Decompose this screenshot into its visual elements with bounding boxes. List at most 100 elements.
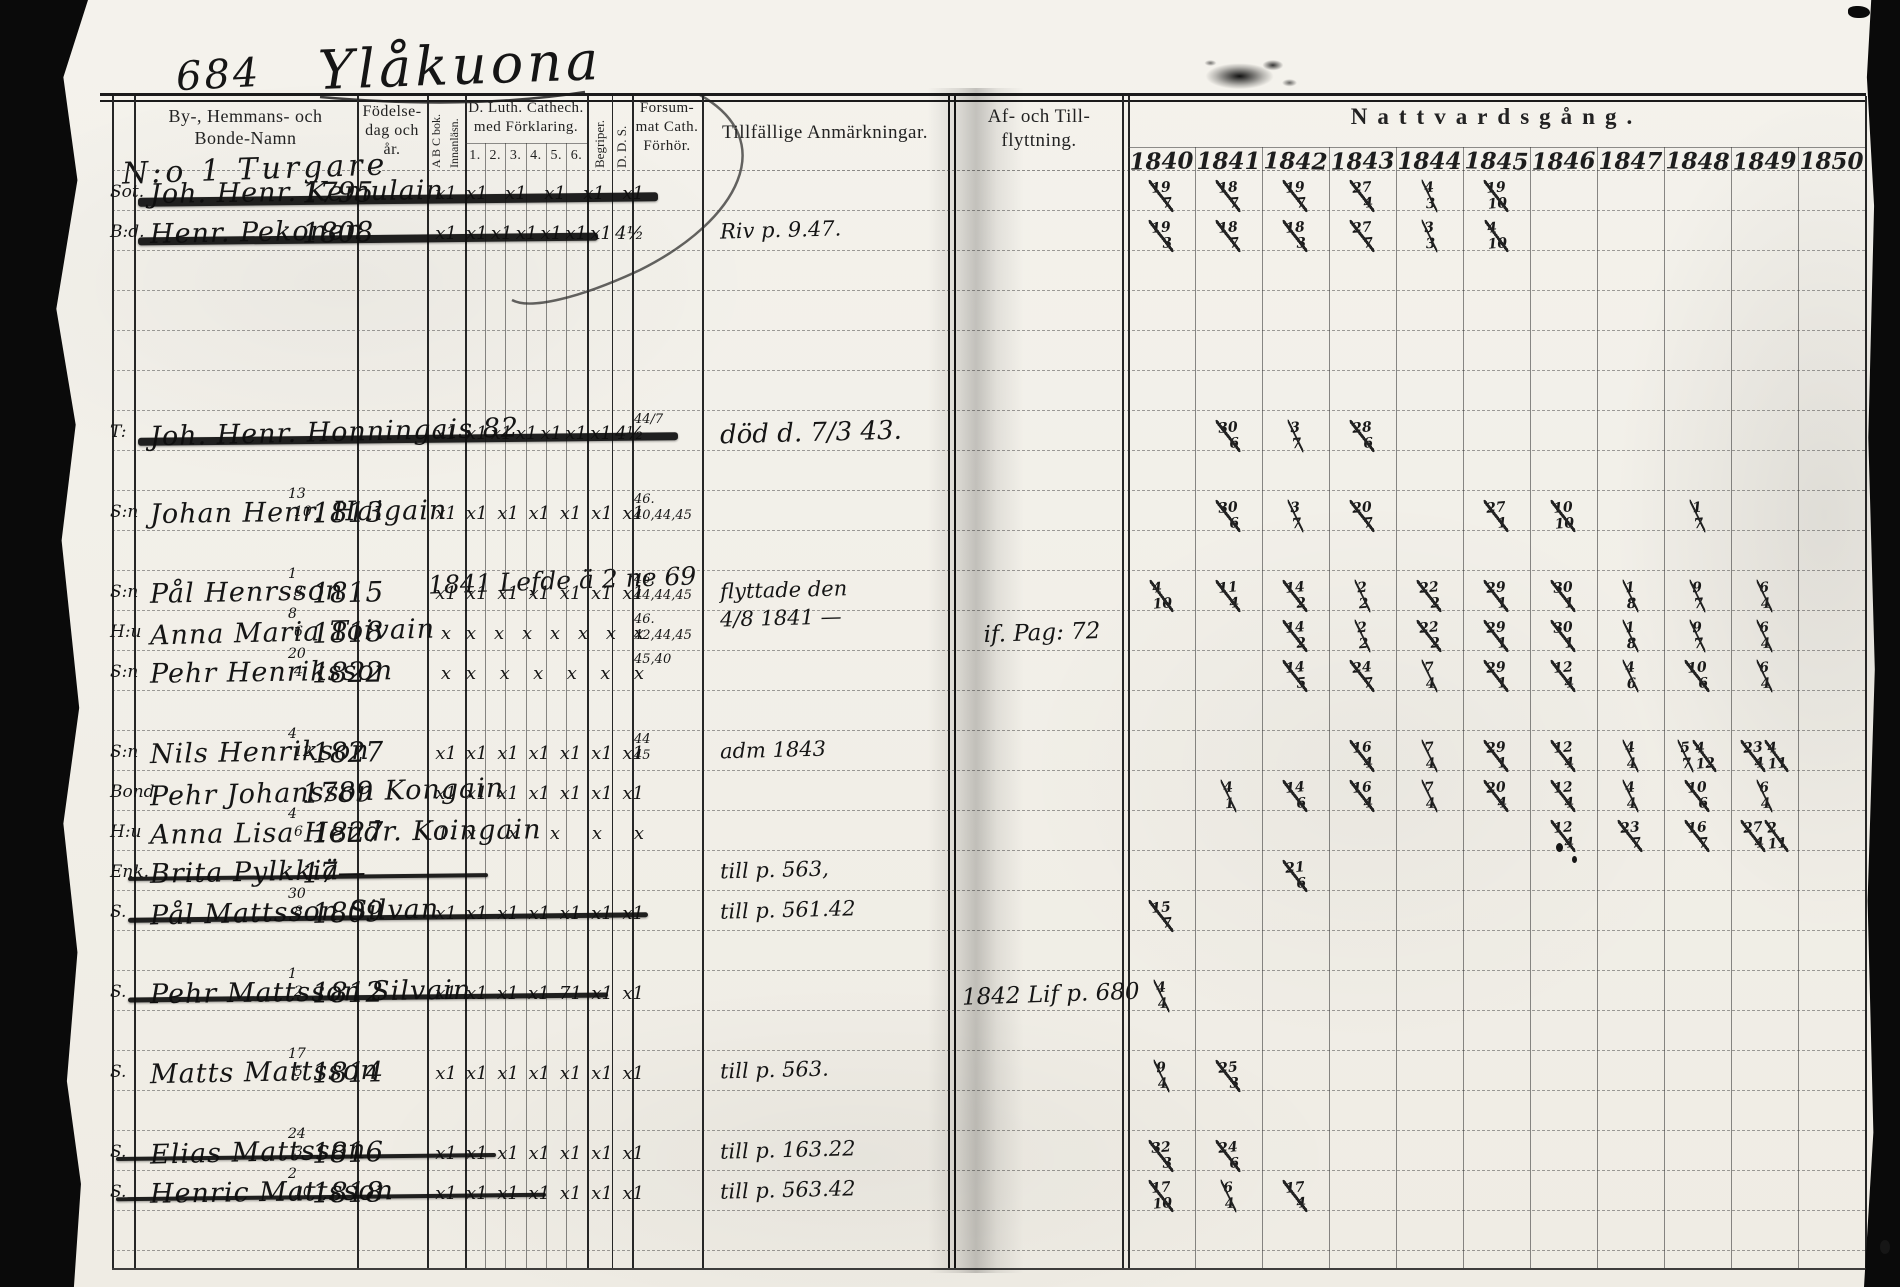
catechism-mark: x1 [622, 583, 644, 604]
communion-mark: 301 [1530, 618, 1597, 654]
ink-speck [1556, 843, 1563, 852]
entry-abc-mark: x [440, 663, 452, 684]
fraction-slash [1483, 498, 1510, 534]
fraction-slash [1349, 778, 1376, 814]
entry-remark: till p. 563, [719, 856, 830, 884]
col-header-remarks: Tillfällige Anmärkningar. [721, 122, 928, 143]
communion-date-fraction: 33 [1421, 218, 1438, 254]
communion-mark: 204 [1463, 778, 1530, 814]
col-header-birth-1: Födelse- [362, 103, 422, 120]
entry-remark: till p. 561.42 [719, 896, 856, 924]
communion-date-fraction: 291 [1483, 578, 1510, 614]
entry-birth-month: 12 [294, 744, 312, 760]
entry-birth-year: 1816 [311, 1135, 384, 1170]
column-rule [134, 96, 136, 1268]
communion-mark: 291 [1463, 578, 1530, 614]
communion-mark: 286 [1329, 418, 1396, 454]
entry-forsummat: 45 [634, 748, 651, 763]
communion-mark: 17 [1664, 498, 1731, 534]
catechism-mark: x1 [591, 503, 613, 524]
communion-date-fraction: 1710 [1148, 1178, 1175, 1214]
column-rule [1798, 147, 1799, 1268]
fraction-slash [1421, 178, 1438, 214]
column-rule [1865, 96, 1867, 1268]
communion-mark: 106 [1664, 658, 1731, 694]
catechism-mark: x1 [591, 583, 613, 604]
column-rule [1128, 96, 1130, 1268]
catechism-mark: x [466, 623, 477, 644]
communion-date-fraction: 64 [1220, 1178, 1237, 1214]
communion-mark: 1710 [1128, 1178, 1195, 1214]
catechism-mark: x [466, 663, 477, 684]
column-rule [546, 143, 547, 1268]
catechism-mark: x1 [622, 1183, 644, 1204]
communion-mark: 301 [1530, 578, 1597, 614]
entry-birth-month: 8 [294, 904, 303, 920]
column-rule [505, 143, 506, 1268]
catechism-mark: x1 [591, 1143, 613, 1164]
communion-mark: 277 [1329, 218, 1396, 254]
communion-date-fraction: 37 [1287, 418, 1304, 454]
fraction-slash [1550, 778, 1577, 814]
catechism-mark: x1 [559, 1063, 582, 1084]
communion-year-label: 1846 [1531, 147, 1596, 176]
communion-date-fraction: 124 [1550, 778, 1577, 814]
entry-birth-day: 8 [288, 606, 297, 622]
communion-mark: 64 [1731, 778, 1798, 814]
communion-date-fraction: 323 [1148, 1138, 1175, 1174]
communion-date-fraction: 22 [1354, 578, 1371, 614]
catechism-subcol-number: 4. [530, 148, 542, 163]
communion-mark: 216 [1262, 858, 1329, 894]
entry-prefix: B:d. [110, 222, 145, 242]
communion-mark: 142 [1262, 578, 1329, 614]
entry-abc-mark: x1 [435, 743, 457, 764]
fraction-slash [1692, 738, 1718, 774]
column-rule [1262, 147, 1263, 1268]
fraction-slash [1484, 218, 1509, 254]
catechism-mark: x1 [622, 503, 644, 524]
entry-birth-year: 1827 [311, 735, 384, 770]
fraction-slash [1421, 218, 1438, 254]
communion-mark: 41 [1195, 778, 1262, 814]
catechism-subcol-number: 3. [509, 148, 522, 163]
fraction-slash [1215, 498, 1242, 534]
row-rule [112, 210, 1865, 211]
fraction-slash [1483, 658, 1510, 694]
entry-remark: till p. 163.22 [719, 1136, 856, 1164]
communion-year-label: 1850 [1799, 148, 1864, 175]
entry-birth-year: 17— [301, 855, 366, 890]
col-header-fors-1: Forsum- [639, 100, 695, 116]
communion-date-fraction: 57 [1677, 738, 1694, 774]
communion-date-fraction: 234 [1740, 738, 1766, 774]
communion-date-fraction: 274 [1740, 818, 1766, 854]
communion-date-fraction: 74 [1421, 778, 1438, 814]
communion-date-fraction: 97 [1689, 578, 1706, 614]
fraction-slash [1421, 778, 1438, 814]
communion-date-fraction: 204 [1483, 778, 1510, 814]
fraction-slash [1421, 658, 1438, 694]
communion-mark: 97 [1664, 618, 1731, 654]
communion-date-fraction: 410 [1484, 218, 1509, 254]
entry-forsummat: 42,44,45 [634, 628, 692, 643]
entry-prefix: S:n [110, 582, 139, 602]
entry-birth-month: 5 [294, 1064, 303, 1080]
entry-birth-day: 24 [288, 1126, 306, 1142]
communion-year-label: 1841 [1196, 148, 1261, 175]
catechism-mark: x1 [497, 783, 519, 804]
fraction-slash [1215, 178, 1242, 214]
communion-date-fraction: 146 [1282, 778, 1309, 814]
catechism-mark: x1 [622, 1063, 644, 1084]
row-rule [112, 290, 1865, 291]
communion-mark: 291 [1463, 738, 1530, 774]
catechism-mark: x [507, 823, 519, 844]
entry-abc-mark: x1 [435, 783, 457, 804]
communion-mark: 306 [1195, 418, 1262, 454]
communion-mark: 291 [1463, 658, 1530, 694]
fraction-slash [1282, 658, 1309, 694]
col-header-catechism-2: med Förklaring. [473, 119, 579, 135]
fraction-slash [1550, 498, 1577, 534]
communion-date-fraction: 64 [1756, 778, 1773, 814]
catechism-mark: x1 [528, 503, 551, 524]
communion-date-fraction: 145 [1282, 658, 1309, 694]
